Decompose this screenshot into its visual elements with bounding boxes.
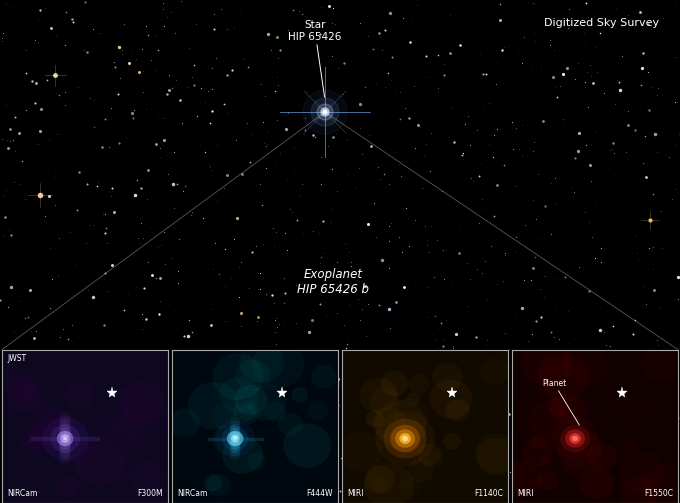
Text: Exoplanet
HIP 65426 b: Exoplanet HIP 65426 b — [297, 268, 369, 296]
Circle shape — [565, 430, 585, 448]
Circle shape — [317, 104, 333, 120]
Circle shape — [57, 431, 73, 446]
Circle shape — [230, 425, 241, 434]
Circle shape — [231, 435, 239, 443]
Circle shape — [50, 425, 80, 452]
Text: F1550C: F1550C — [644, 489, 673, 498]
Circle shape — [230, 421, 241, 431]
Circle shape — [59, 439, 71, 450]
Circle shape — [537, 470, 559, 490]
Circle shape — [61, 434, 70, 443]
Circle shape — [204, 474, 222, 491]
Circle shape — [303, 90, 347, 134]
Circle shape — [321, 108, 329, 116]
Circle shape — [430, 379, 472, 418]
Circle shape — [31, 407, 71, 445]
Text: Digitized Sky Survey: Digitized Sky Survey — [545, 18, 660, 28]
Circle shape — [528, 436, 543, 449]
Text: Planet: Planet — [542, 379, 579, 425]
Circle shape — [59, 447, 71, 458]
Circle shape — [114, 408, 145, 438]
Circle shape — [569, 433, 581, 444]
Circle shape — [230, 447, 241, 457]
Circle shape — [59, 420, 71, 430]
Circle shape — [59, 443, 71, 454]
Circle shape — [230, 443, 241, 453]
Circle shape — [230, 432, 241, 442]
Circle shape — [237, 404, 256, 421]
Circle shape — [323, 110, 327, 114]
Circle shape — [215, 420, 255, 457]
Circle shape — [381, 371, 408, 396]
Circle shape — [64, 382, 94, 410]
Circle shape — [501, 460, 541, 497]
Text: Star
HIP 65426: Star HIP 65426 — [288, 21, 341, 97]
Text: NIRCam: NIRCam — [7, 489, 37, 498]
Circle shape — [291, 387, 308, 402]
Circle shape — [59, 451, 71, 462]
Circle shape — [230, 428, 241, 438]
Circle shape — [572, 436, 578, 441]
Circle shape — [366, 410, 384, 427]
Circle shape — [234, 385, 267, 415]
Circle shape — [311, 98, 339, 126]
Circle shape — [59, 431, 71, 442]
Circle shape — [552, 417, 598, 460]
Circle shape — [59, 428, 71, 438]
Circle shape — [63, 437, 67, 441]
Text: MIRI: MIRI — [517, 489, 534, 498]
Circle shape — [586, 443, 617, 471]
Text: F444W: F444W — [307, 489, 333, 498]
Circle shape — [283, 424, 331, 468]
Circle shape — [375, 411, 435, 466]
Circle shape — [399, 433, 411, 444]
Circle shape — [222, 437, 263, 474]
Circle shape — [59, 435, 71, 446]
Circle shape — [59, 424, 71, 434]
Text: JWST: JWST — [7, 354, 26, 363]
Circle shape — [230, 451, 241, 460]
Circle shape — [384, 418, 426, 459]
Circle shape — [402, 436, 408, 441]
Circle shape — [230, 417, 241, 427]
Circle shape — [73, 439, 124, 487]
Text: F300M: F300M — [137, 489, 163, 498]
Text: NIRCam: NIRCam — [177, 489, 207, 498]
Circle shape — [230, 436, 241, 445]
Circle shape — [227, 431, 243, 446]
Circle shape — [395, 430, 415, 448]
Circle shape — [579, 467, 613, 499]
Circle shape — [390, 425, 420, 452]
Circle shape — [52, 416, 80, 442]
Circle shape — [230, 439, 241, 449]
Text: MIRI: MIRI — [347, 489, 364, 498]
Circle shape — [222, 427, 248, 451]
Circle shape — [537, 354, 589, 402]
Circle shape — [59, 415, 71, 427]
Circle shape — [560, 425, 590, 452]
Circle shape — [120, 381, 165, 423]
Text: F1140C: F1140C — [474, 489, 503, 498]
Circle shape — [233, 437, 237, 441]
Circle shape — [42, 417, 88, 460]
Circle shape — [55, 475, 80, 497]
